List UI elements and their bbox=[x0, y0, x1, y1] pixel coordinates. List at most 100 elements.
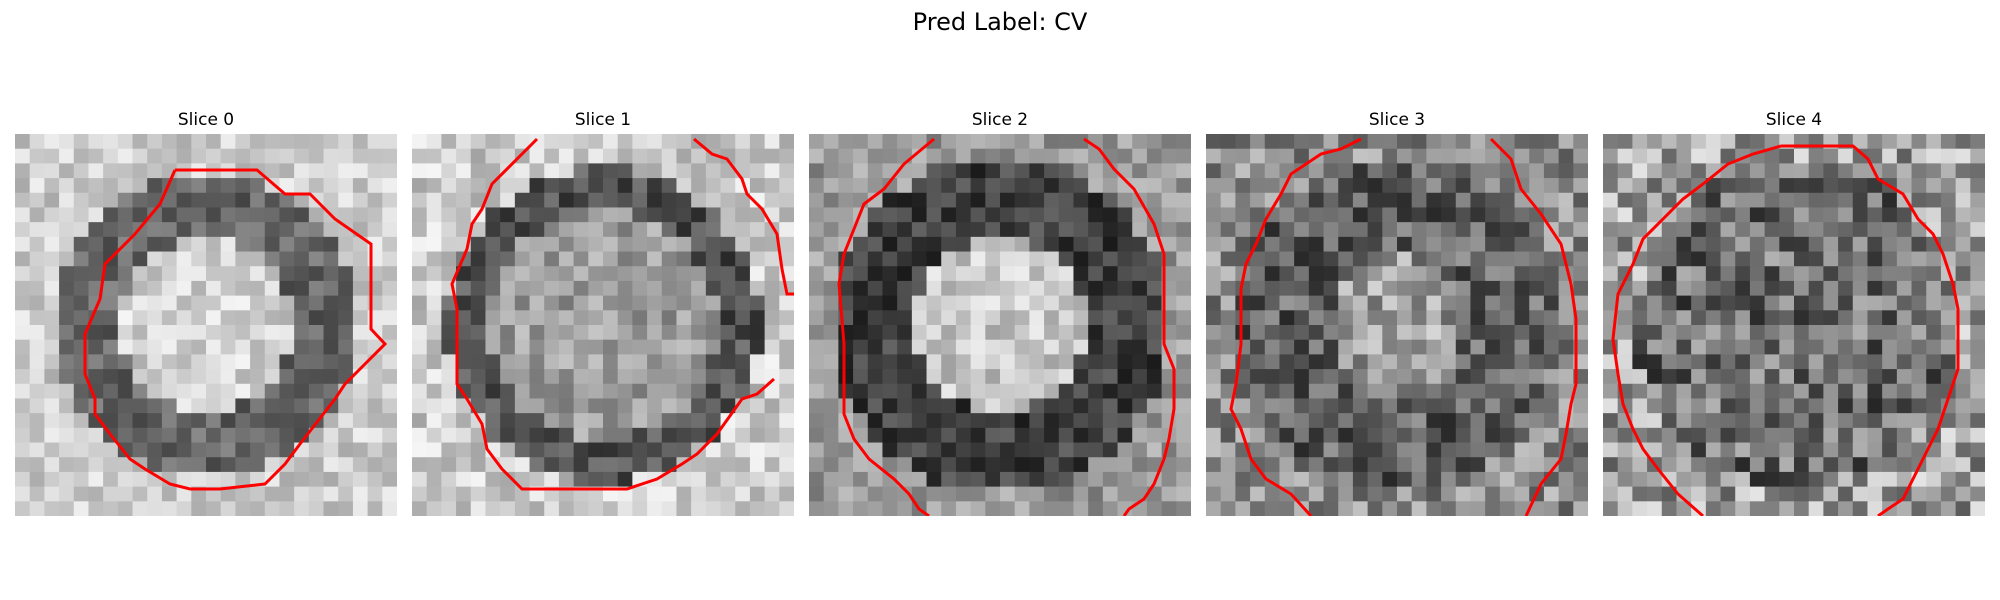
pixel-cell bbox=[1220, 354, 1236, 370]
pixel-cell bbox=[1146, 442, 1163, 458]
pixel-cell bbox=[823, 413, 839, 429]
pixel-cell bbox=[1617, 295, 1633, 311]
pixel-cell bbox=[1514, 163, 1530, 179]
pixel-cell bbox=[676, 398, 692, 414]
pixel-cell bbox=[1279, 413, 1295, 429]
pixel-cell bbox=[412, 178, 428, 194]
pixel-cell bbox=[529, 251, 545, 267]
pixel-cell bbox=[1382, 486, 1398, 502]
pixel-cell bbox=[44, 148, 60, 164]
pixel-cell bbox=[323, 427, 339, 444]
pixel-cell bbox=[294, 471, 310, 488]
pixel-cell bbox=[1411, 222, 1427, 238]
pixel-cell bbox=[1970, 325, 1985, 341]
pixel-cell bbox=[352, 178, 369, 194]
pixel-cell bbox=[1911, 148, 1927, 164]
pixel-cell bbox=[1514, 501, 1530, 516]
pixel-cell bbox=[1279, 398, 1295, 414]
pixel-cell bbox=[1970, 354, 1985, 370]
pixel-cell bbox=[955, 222, 972, 238]
pixel-cell bbox=[1338, 148, 1354, 164]
pixel-cell bbox=[941, 192, 957, 209]
pixel-cell bbox=[1367, 266, 1383, 282]
pixel-cell bbox=[955, 134, 972, 150]
pixel-cell bbox=[1749, 398, 1766, 414]
pixel-cell bbox=[500, 369, 516, 385]
pixel-cell bbox=[514, 222, 531, 238]
pixel-cell bbox=[1499, 501, 1516, 516]
pixel-cell bbox=[1014, 236, 1030, 253]
pixel-cell bbox=[1073, 251, 1089, 267]
pixel-cell bbox=[985, 236, 1001, 253]
pixel-cell bbox=[1220, 266, 1236, 282]
pixel-cell bbox=[558, 354, 575, 370]
pixel-cell bbox=[1720, 339, 1736, 355]
pixel-cell bbox=[1661, 310, 1678, 326]
pixel-cell bbox=[308, 501, 325, 516]
pixel-cell bbox=[1044, 427, 1060, 444]
pixel-cell bbox=[1176, 295, 1191, 311]
pixel-cell bbox=[1764, 310, 1780, 326]
pixel-cell bbox=[720, 501, 736, 516]
pixel-cell bbox=[1426, 310, 1442, 326]
pixel-cell bbox=[867, 134, 884, 150]
pixel-cell bbox=[1352, 251, 1369, 267]
pixel-cell bbox=[985, 442, 1001, 458]
pixel-cell bbox=[911, 383, 928, 400]
pixel-cell bbox=[882, 427, 898, 444]
pixel-cell bbox=[191, 442, 207, 458]
pixel-cell bbox=[1455, 501, 1472, 516]
pixel-cell bbox=[161, 295, 178, 311]
pixel-cell bbox=[29, 354, 45, 370]
pixel-cell bbox=[720, 310, 736, 326]
pixel-cell bbox=[441, 398, 457, 414]
pixel-cell bbox=[1749, 251, 1766, 267]
pixel-cell bbox=[897, 251, 913, 267]
pixel-cell bbox=[1441, 207, 1457, 223]
pixel-cell bbox=[294, 266, 310, 282]
pixel-cell bbox=[441, 427, 457, 444]
pixel-cell bbox=[1206, 471, 1222, 488]
pixel-cell bbox=[1411, 398, 1427, 414]
pixel-cell bbox=[1206, 163, 1222, 179]
pixel-cell bbox=[691, 354, 707, 370]
pixel-cell bbox=[617, 280, 633, 297]
pixel-cell bbox=[941, 369, 957, 385]
pixel-cell bbox=[809, 486, 825, 502]
pixel-cell bbox=[1235, 207, 1251, 223]
pixel-cell bbox=[1838, 310, 1854, 326]
pixel-cell bbox=[1705, 325, 1722, 341]
pixel-cell bbox=[676, 266, 692, 282]
pixel-cell bbox=[588, 266, 604, 282]
pixel-cell bbox=[1441, 501, 1457, 516]
pixel-cell bbox=[470, 501, 487, 516]
pixel-cell bbox=[867, 398, 884, 414]
pixel-cell bbox=[1779, 398, 1795, 414]
pixel-cell bbox=[470, 236, 487, 253]
pixel-cell bbox=[1338, 398, 1354, 414]
pixel-cell bbox=[823, 442, 839, 458]
pixel-cell bbox=[1264, 457, 1281, 473]
pixel-cell bbox=[308, 266, 325, 282]
pixel-cell bbox=[1308, 295, 1325, 311]
pixel-cell bbox=[294, 163, 310, 179]
pixel-cell bbox=[1000, 442, 1016, 458]
pixel-cell bbox=[1073, 310, 1089, 326]
pixel-cell bbox=[294, 413, 310, 429]
pixel-cell bbox=[1794, 501, 1810, 516]
pixel-cell bbox=[1676, 310, 1692, 326]
pixel-cell bbox=[749, 251, 766, 267]
pixel-cell bbox=[1411, 442, 1427, 458]
pixel-cell bbox=[264, 471, 281, 488]
pixel-cell bbox=[735, 471, 751, 488]
pixel-cell bbox=[29, 295, 45, 311]
pixel-cell bbox=[573, 471, 589, 488]
pixel-cell bbox=[426, 383, 442, 400]
pixel-cell bbox=[323, 339, 339, 355]
pixel-cell bbox=[1161, 207, 1177, 223]
pixel-cell bbox=[352, 413, 369, 429]
pixel-cell bbox=[338, 486, 354, 502]
pixel-cell bbox=[1426, 501, 1442, 516]
pixel-cell bbox=[809, 236, 825, 253]
pixel-cell bbox=[1455, 354, 1472, 370]
